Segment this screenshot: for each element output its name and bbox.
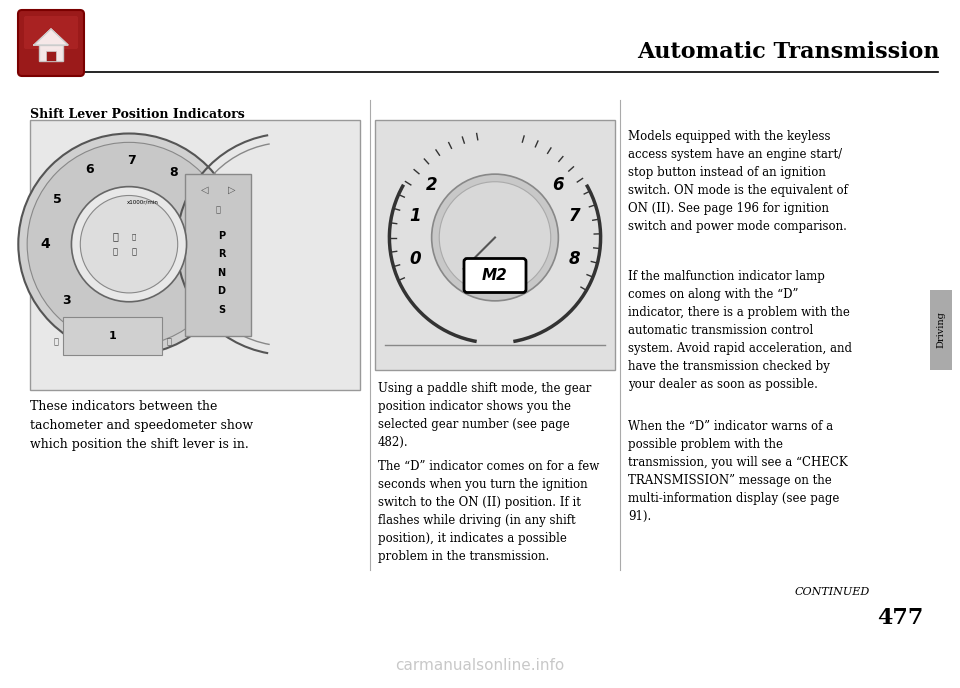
Text: N: N: [217, 268, 226, 278]
Text: 7: 7: [568, 207, 581, 225]
Text: Models equipped with the keyless
access system have an engine start/
stop button: Models equipped with the keyless access …: [628, 130, 848, 233]
FancyBboxPatch shape: [46, 51, 56, 61]
Text: 4: 4: [40, 237, 50, 251]
Text: 2: 2: [426, 175, 438, 193]
Text: CONTINUED: CONTINUED: [795, 587, 870, 597]
Circle shape: [432, 174, 559, 301]
Text: 🛢: 🛢: [112, 231, 118, 241]
Polygon shape: [34, 29, 68, 45]
Text: D: D: [217, 286, 226, 297]
Text: When the “D” indicator warns of a
possible problem with the
transmission, you wi: When the “D” indicator warns of a possib…: [628, 420, 848, 523]
Text: ▷: ▷: [228, 185, 235, 195]
Text: ◁: ◁: [202, 185, 208, 195]
Text: P: P: [218, 230, 225, 241]
Circle shape: [27, 142, 230, 346]
Text: 🧍: 🧍: [132, 248, 136, 257]
Text: 8: 8: [169, 166, 178, 180]
Text: R: R: [218, 249, 226, 259]
Text: 🧍: 🧍: [112, 248, 117, 257]
Text: 1: 1: [108, 331, 116, 341]
Text: 3: 3: [62, 294, 71, 307]
FancyBboxPatch shape: [930, 290, 952, 370]
FancyBboxPatch shape: [39, 45, 63, 61]
Text: 1: 1: [410, 207, 421, 225]
Text: ⓘ: ⓘ: [216, 205, 221, 214]
Text: M2: M2: [482, 268, 508, 283]
FancyBboxPatch shape: [24, 16, 78, 49]
Text: 7: 7: [128, 153, 136, 166]
Circle shape: [18, 133, 240, 355]
Text: Automatic Transmission: Automatic Transmission: [637, 41, 940, 63]
Text: The “D” indicator comes on for a few
seconds when you turn the ignition
switch t: The “D” indicator comes on for a few sec…: [378, 460, 599, 563]
Circle shape: [440, 182, 551, 293]
Text: If the malfunction indicator lamp
comes on along with the “D”
indicator, there i: If the malfunction indicator lamp comes …: [628, 270, 852, 391]
FancyBboxPatch shape: [185, 174, 252, 336]
Text: 6: 6: [85, 164, 94, 176]
FancyBboxPatch shape: [375, 120, 615, 370]
Circle shape: [71, 186, 186, 302]
Text: 5: 5: [53, 193, 62, 206]
Text: 8: 8: [568, 250, 581, 268]
Text: 🏠: 🏠: [54, 337, 59, 346]
FancyBboxPatch shape: [18, 10, 84, 76]
Circle shape: [81, 195, 178, 293]
Text: x1000r/min: x1000r/min: [127, 200, 159, 204]
Text: Shift Lever Position Indicators: Shift Lever Position Indicators: [30, 108, 245, 121]
Text: 477: 477: [876, 607, 924, 629]
FancyBboxPatch shape: [464, 259, 526, 292]
Text: 0: 0: [410, 250, 421, 268]
Text: 6: 6: [552, 175, 564, 193]
Text: Using a paddle shift mode, the gear
position indicator shows you the
selected ge: Using a paddle shift mode, the gear posi…: [378, 382, 591, 449]
FancyBboxPatch shape: [30, 120, 360, 390]
FancyBboxPatch shape: [63, 317, 162, 355]
Text: carmanualsonline.info: carmanualsonline.info: [396, 658, 564, 672]
Text: 🔧: 🔧: [166, 337, 171, 346]
Text: 🔋: 🔋: [132, 233, 136, 239]
Text: These indicators between the
tachometer and speedometer show
which position the : These indicators between the tachometer …: [30, 400, 253, 451]
Text: S: S: [218, 305, 225, 315]
Text: Driving: Driving: [937, 312, 946, 348]
